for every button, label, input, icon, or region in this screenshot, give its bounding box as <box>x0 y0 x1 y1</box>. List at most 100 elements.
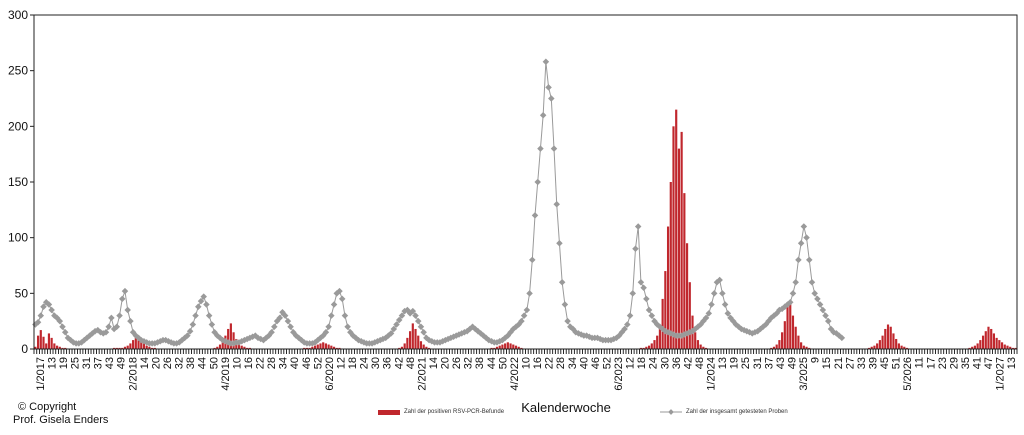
bar <box>781 332 784 349</box>
line-point <box>724 310 732 317</box>
x-tick-label: 38 <box>185 357 197 369</box>
bar <box>153 347 156 349</box>
bar <box>132 340 135 349</box>
x-tick-label: 12 <box>625 357 637 369</box>
bar <box>704 347 708 349</box>
line-point <box>395 316 403 324</box>
bar <box>870 346 873 349</box>
x-tick-label: 14 <box>139 357 151 369</box>
bar <box>311 346 314 349</box>
bar <box>995 337 998 349</box>
bar <box>218 344 222 349</box>
x-tick-label: 50 <box>208 357 220 369</box>
line-point <box>526 290 533 297</box>
copyright-line-1: © Copyright <box>18 401 77 413</box>
line-point <box>390 325 398 333</box>
bar <box>677 148 681 349</box>
bar <box>971 346 974 349</box>
line-point <box>708 301 715 308</box>
bar <box>53 343 56 349</box>
bar <box>639 347 642 349</box>
x-tick-label: 14 <box>428 357 440 369</box>
x-tick-label: 28 <box>266 357 278 369</box>
line-point <box>325 323 332 330</box>
plot-frame <box>33 14 1018 350</box>
line-point <box>558 278 566 286</box>
bar <box>514 345 518 349</box>
bar <box>984 331 987 349</box>
bar <box>881 335 884 349</box>
bar <box>419 341 423 349</box>
bar <box>137 338 140 349</box>
line-point <box>803 234 810 241</box>
x-tick-label: 34 <box>567 357 579 369</box>
x-tick-label: 33 <box>856 357 868 369</box>
bar <box>403 343 406 349</box>
x-tick-label: 17 <box>925 357 937 369</box>
x-tick-label: 19 <box>58 357 70 369</box>
x-tick-label: 35 <box>960 357 972 369</box>
line-point <box>271 323 278 330</box>
copyright-line-2: Prof. Gisela Enders <box>13 414 109 426</box>
line-point <box>550 145 558 152</box>
x-tick-label: 23 <box>937 357 949 369</box>
x-tick-label: 10 <box>231 357 243 369</box>
line-point <box>643 295 650 303</box>
line-point <box>189 321 197 328</box>
x-tick-label: 36 <box>382 357 394 369</box>
line-point <box>518 317 525 325</box>
line-point <box>634 223 642 230</box>
bar <box>229 323 232 349</box>
line-point <box>825 317 832 325</box>
x-tick-label: 39 <box>867 357 879 369</box>
x-tick-label: 49 <box>786 357 798 369</box>
bar <box>1014 347 1017 349</box>
line-point <box>814 295 821 303</box>
bar <box>400 346 404 349</box>
bar <box>498 345 501 349</box>
line-point <box>61 329 69 336</box>
bar <box>669 182 672 349</box>
bar <box>1011 347 1015 349</box>
x-tick-label: 13 <box>717 357 729 369</box>
bar <box>303 347 306 349</box>
x-tick-label: 46 <box>301 357 313 369</box>
x-tick-label: 24 <box>359 357 371 369</box>
line-point <box>328 312 335 319</box>
line-point <box>542 58 550 66</box>
bar <box>647 345 651 349</box>
bar <box>332 346 336 349</box>
bar <box>501 344 504 349</box>
line-point <box>520 312 528 319</box>
bar <box>322 342 325 349</box>
x-tick-label: 22 <box>255 357 267 369</box>
x-tick-label: 9 <box>810 357 822 363</box>
bar <box>772 346 776 349</box>
line-point <box>556 239 563 247</box>
x-tick-label: 46 <box>590 357 602 369</box>
x-tick-label: 48 <box>405 357 417 369</box>
x-tick-label: 1/2027 <box>995 357 1007 391</box>
line-point <box>548 95 555 102</box>
line-point <box>195 303 202 310</box>
line-point <box>838 334 846 342</box>
x-tick-label: 1/2017 <box>35 357 47 391</box>
x-tick-label: 16 <box>532 357 544 369</box>
bar <box>990 328 993 349</box>
bar <box>237 342 241 349</box>
line-point <box>414 317 422 325</box>
x-tick-label: 50 <box>497 357 509 369</box>
bar <box>406 337 409 349</box>
bar <box>34 346 37 349</box>
bar <box>330 345 333 349</box>
bar <box>425 346 428 349</box>
bar <box>36 335 40 349</box>
legend-label-line: Zahl der insgesamt getesteten Proben <box>686 409 788 415</box>
x-tick-label: 40 <box>578 357 590 369</box>
bar <box>338 347 341 349</box>
bar <box>1003 344 1006 349</box>
line-point <box>822 312 829 319</box>
line-point <box>417 323 425 330</box>
line-point <box>387 330 395 337</box>
line-point <box>48 306 55 314</box>
